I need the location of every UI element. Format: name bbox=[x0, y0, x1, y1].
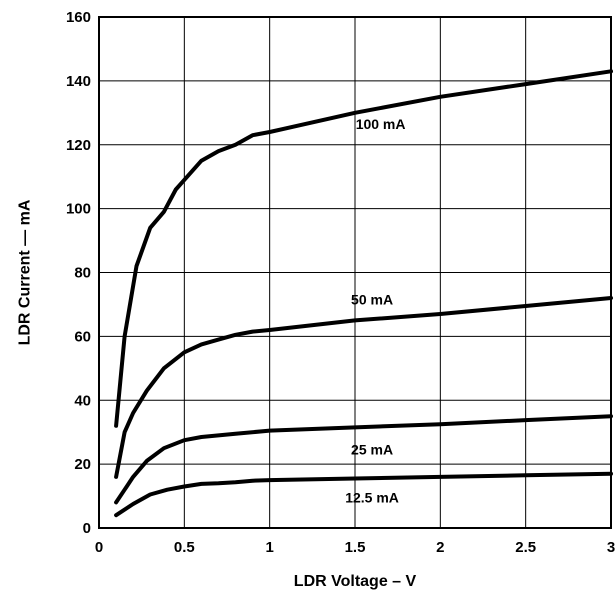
y-tick-labels: 0 20 40 60 80 100 120 140 160 bbox=[66, 9, 91, 537]
x-tick-label: 2.5 bbox=[515, 539, 536, 556]
curve-label: 12.5 mA bbox=[345, 489, 399, 505]
curve-label: 50 mA bbox=[351, 291, 393, 307]
x-axis-label: LDR Voltage – V bbox=[294, 573, 417, 590]
curve-50-mA bbox=[114, 296, 613, 479]
x-tick-label: 3 bbox=[607, 539, 615, 556]
curve-12_5-mA bbox=[114, 471, 613, 518]
curve-label: 100 mA bbox=[356, 116, 406, 132]
grid-lines bbox=[99, 17, 611, 528]
y-axis-label: LDR Current — mA bbox=[17, 199, 34, 345]
x-tick-label: 0 bbox=[95, 539, 103, 556]
y-tick-label: 0 bbox=[83, 520, 91, 537]
y-tick-label: 20 bbox=[74, 456, 91, 473]
y-tick-label: 40 bbox=[74, 392, 91, 409]
plot-frame bbox=[98, 16, 612, 529]
y-tick-label: 80 bbox=[74, 265, 91, 282]
y-tick-label: 100 bbox=[66, 201, 91, 218]
y-tick-label: 160 bbox=[66, 9, 91, 26]
curve-100-mA bbox=[114, 69, 613, 428]
x-tick-labels: 0 0.5 1 1.5 2 2.5 3 bbox=[95, 539, 615, 556]
x-tick-label: 2 bbox=[436, 539, 444, 556]
x-tick-label: 1.5 bbox=[345, 539, 366, 556]
curve-label: 25 mA bbox=[351, 442, 393, 458]
curve-25-mA bbox=[114, 414, 613, 505]
y-tick-label: 120 bbox=[66, 137, 91, 154]
x-tick-label: 1 bbox=[265, 539, 273, 556]
curves bbox=[114, 69, 613, 518]
x-tick-label: 0.5 bbox=[174, 539, 195, 556]
curve-labels: 100 mA 50 mA 25 mA 12.5 mA bbox=[345, 116, 405, 506]
y-tick-label: 60 bbox=[74, 328, 91, 345]
y-tick-label: 140 bbox=[66, 73, 91, 90]
